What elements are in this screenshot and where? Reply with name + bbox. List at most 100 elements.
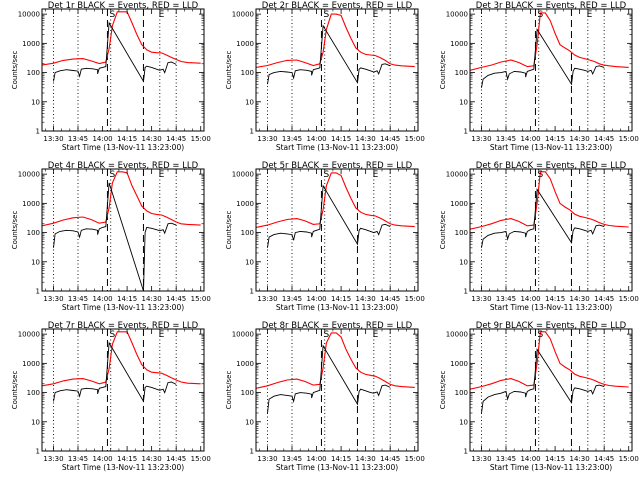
- x-tick-label: 15:00: [619, 295, 639, 303]
- y-tick-label: 10000: [232, 11, 254, 19]
- y-tick-label: 10000: [18, 11, 40, 19]
- y-tick-label: 1000: [236, 200, 254, 208]
- x-tick-label: 14:00: [306, 295, 326, 303]
- event-marker: S: [110, 170, 116, 180]
- x-tick-label: 13:45: [68, 135, 88, 143]
- x-axis-label: Start Time (13-Nov-11 13:23:00): [490, 143, 612, 152]
- series-line-red: [470, 331, 629, 390]
- y-tick-label: 10000: [232, 171, 254, 179]
- series-line-black: [53, 21, 177, 83]
- y-axis-label: Counts/sec: [439, 211, 447, 250]
- plot-frame: [41, 8, 205, 132]
- x-tick-label: 13:30: [43, 135, 63, 143]
- y-tick-label: 1000: [22, 200, 40, 208]
- series-line-black: [267, 344, 391, 414]
- x-tick-label: 13:30: [257, 135, 277, 143]
- event-marker: E: [159, 170, 165, 180]
- y-tick-label: 1000: [22, 360, 40, 368]
- x-tick-label: 15:00: [191, 455, 211, 463]
- y-tick-label: 100: [455, 229, 468, 237]
- x-tick-label: 14:00: [306, 135, 326, 143]
- y-tick-label: 1: [464, 128, 468, 136]
- series-line-black: [267, 184, 391, 248]
- series-line-red: [42, 171, 201, 227]
- x-tick-label: 13:30: [43, 455, 63, 463]
- event-marker: E: [159, 10, 165, 20]
- series-line-black: [53, 182, 177, 291]
- event-marker: S: [324, 10, 330, 20]
- y-tick-label: 10: [31, 258, 40, 266]
- x-tick-label: 14:15: [545, 135, 565, 143]
- event-marker: S: [538, 10, 544, 20]
- plot-frame: [469, 168, 633, 292]
- plot-frame: [255, 328, 419, 452]
- x-tick-label: 14:00: [92, 455, 112, 463]
- x-tick-label: 13:45: [496, 295, 516, 303]
- y-tick-label: 100: [455, 69, 468, 77]
- y-axis-label: Counts/sec: [225, 371, 233, 410]
- y-tick-label: 1000: [236, 360, 254, 368]
- y-axis-label: Counts/sec: [225, 211, 233, 250]
- x-tick-label: 14:00: [520, 135, 540, 143]
- x-axis-label: Start Time (13-Nov-11 13:23:00): [490, 303, 612, 312]
- x-tick-label: 13:30: [471, 135, 491, 143]
- series-line-black: [481, 348, 605, 414]
- y-tick-label: 100: [455, 389, 468, 397]
- x-tick-label: 14:30: [356, 135, 376, 143]
- x-axis-label: Start Time (13-Nov-11 13:23:00): [62, 143, 184, 152]
- y-tick-label: 100: [27, 69, 40, 77]
- x-tick-label: 14:00: [306, 455, 326, 463]
- y-tick-label: 1000: [450, 200, 468, 208]
- event-marker: E: [587, 170, 593, 180]
- event-marker: E: [587, 330, 593, 340]
- y-tick-label: 1: [36, 128, 40, 136]
- y-tick-label: 1000: [450, 40, 468, 48]
- plot-frame: [41, 168, 205, 292]
- y-tick-label: 10: [31, 418, 40, 426]
- y-axis-label: Counts/sec: [11, 371, 19, 410]
- x-tick-label: 14:45: [380, 455, 400, 463]
- x-tick-label: 14:45: [380, 135, 400, 143]
- x-tick-label: 14:00: [520, 295, 540, 303]
- y-tick-label: 1000: [236, 40, 254, 48]
- x-tick-label: 15:00: [619, 135, 639, 143]
- x-tick-label: 15:00: [191, 135, 211, 143]
- plot-frame: [469, 8, 633, 132]
- event-marker: E: [159, 330, 165, 340]
- y-tick-label: 1: [250, 128, 254, 136]
- y-tick-label: 10: [245, 98, 254, 106]
- y-axis-label: Counts/sec: [11, 51, 19, 90]
- x-tick-label: 15:00: [619, 455, 639, 463]
- y-tick-label: 10: [459, 418, 468, 426]
- x-tick-label: 13:30: [257, 455, 277, 463]
- y-tick-label: 10000: [446, 171, 468, 179]
- series-line-red: [42, 11, 201, 66]
- x-axis-label: Start Time (13-Nov-11 13:23:00): [62, 463, 184, 472]
- chart-title: Det 8r BLACK = Events, RED = LLD: [262, 321, 413, 331]
- x-tick-label: 14:30: [142, 135, 162, 143]
- series-line-red: [42, 331, 201, 387]
- x-tick-label: 14:15: [331, 135, 351, 143]
- x-tick-label: 14:45: [166, 455, 186, 463]
- plot-frame: [41, 328, 205, 452]
- y-tick-label: 10000: [18, 331, 40, 339]
- x-tick-label: 14:30: [142, 455, 162, 463]
- x-tick-label: 14:00: [92, 295, 112, 303]
- x-axis-label: Start Time (13-Nov-11 13:23:00): [276, 463, 398, 472]
- x-tick-label: 14:15: [331, 295, 351, 303]
- chart-title: Det 3r BLACK = Events, RED = LLD: [476, 1, 627, 11]
- event-marker: E: [373, 10, 379, 20]
- y-tick-label: 10000: [18, 171, 40, 179]
- x-tick-label: 13:45: [496, 455, 516, 463]
- x-tick-label: 14:15: [117, 135, 137, 143]
- x-tick-label: 14:30: [570, 455, 590, 463]
- y-tick-label: 10: [245, 418, 254, 426]
- y-tick-label: 100: [241, 229, 254, 237]
- y-tick-label: 10: [31, 98, 40, 106]
